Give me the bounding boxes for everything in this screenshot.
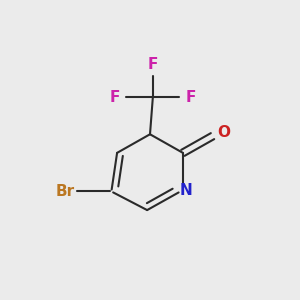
Text: F: F bbox=[148, 57, 158, 72]
Text: O: O bbox=[217, 125, 230, 140]
Text: F: F bbox=[186, 90, 196, 105]
Text: Br: Br bbox=[56, 184, 75, 199]
Text: N: N bbox=[180, 183, 193, 198]
Text: F: F bbox=[110, 90, 120, 105]
